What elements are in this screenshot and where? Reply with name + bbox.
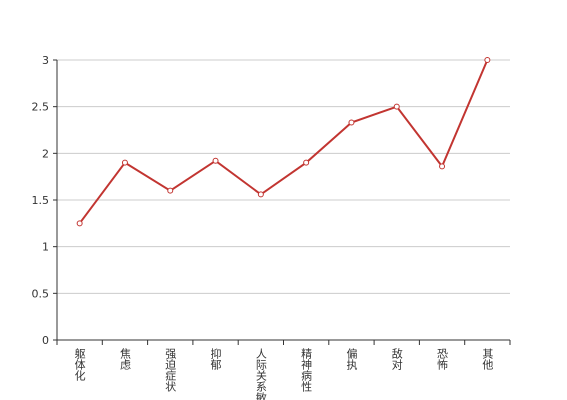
point: [257, 191, 264, 198]
x-tick-label: 偏执: [345, 347, 358, 371]
x-tick-label: 精神病性: [300, 348, 313, 393]
x-tick-label: 躯体化: [73, 348, 86, 382]
y-tick-label: 2: [42, 147, 49, 160]
y-tick-label: 1: [42, 241, 49, 254]
point: [303, 159, 310, 166]
y-tick-label: 2.5: [32, 101, 50, 114]
y-tick-label: 0: [42, 334, 49, 347]
x-tick-label: 焦虑: [118, 348, 131, 370]
x-tick-label: 抑郁: [209, 347, 222, 370]
point: [439, 163, 446, 170]
x-tick-label: 人际关系敏感: [254, 348, 267, 400]
point: [121, 159, 128, 166]
point: [484, 57, 491, 63]
x-tick-label: 其他: [481, 348, 494, 370]
y-tick-label: 1.5: [32, 194, 50, 207]
y-tick-label: 3: [42, 54, 49, 67]
x-tick-label: 强迫症状: [164, 348, 177, 392]
point: [348, 119, 355, 126]
point: [393, 103, 400, 110]
line: [78, 59, 489, 224]
x-tick-label: 恐怖: [436, 348, 449, 370]
point: [76, 220, 83, 227]
point: [167, 187, 174, 194]
x-tick-label: 敌对: [390, 347, 403, 370]
y-tick-label: 0.5: [32, 287, 50, 300]
point: [212, 157, 219, 164]
